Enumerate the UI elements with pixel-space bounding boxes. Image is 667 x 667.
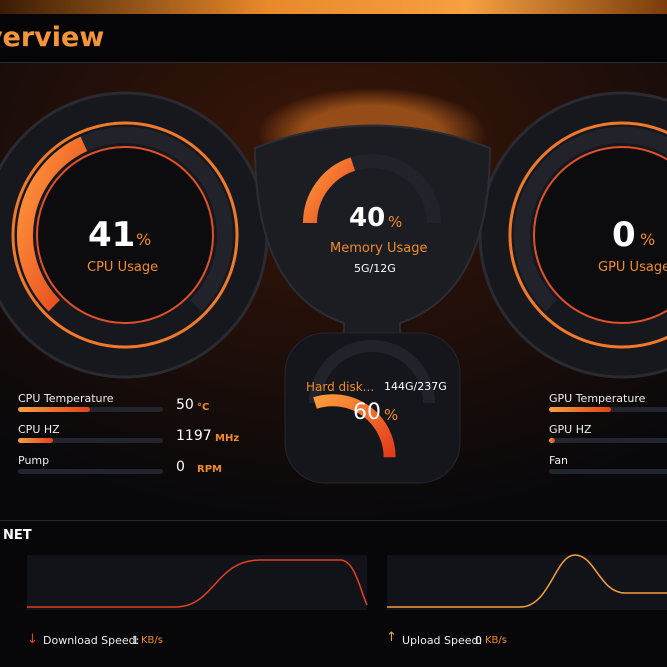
disk-label: Hard disk... <box>306 380 375 394</box>
net-charts <box>27 554 667 610</box>
gauges-panel <box>0 63 667 520</box>
sensor-fill <box>549 407 611 412</box>
sensor-unit: MHz <box>215 433 240 444</box>
disk-unit: % <box>384 406 399 424</box>
sensor-label: Fan <box>549 454 569 467</box>
sensor-label: CPU HZ <box>18 423 60 436</box>
upload-unit: KB/s <box>485 635 507 646</box>
memory-gauge-arc <box>303 157 356 224</box>
sensor-track <box>549 469 667 474</box>
disk-detail: 144G/237G <box>384 380 447 393</box>
download-value: 1 <box>132 634 139 647</box>
sensor-track <box>549 438 667 443</box>
page-title: Overview <box>0 22 105 53</box>
cpu-inner <box>36 146 214 324</box>
download-unit: KB/s <box>141 635 163 646</box>
sensor-fill <box>18 438 53 443</box>
sensor-label: Pump <box>18 454 50 467</box>
sensor-track <box>18 438 163 443</box>
sensor-fill <box>18 407 90 412</box>
divider <box>0 62 667 63</box>
disk-gauge-track <box>309 340 435 404</box>
disk-gauge-arc <box>313 394 396 458</box>
upload-icon: ↑ <box>386 630 397 645</box>
gpu-unit: % <box>640 230 656 249</box>
memory-label: Memory Usage <box>330 241 428 256</box>
gpu-label: GPU Usage <box>598 260 667 275</box>
sensor-value: 0 <box>176 459 185 475</box>
gpu-gauge-track <box>514 127 667 312</box>
upload-curve <box>387 554 667 608</box>
download-icon: ↓ <box>27 632 38 647</box>
upload-chart <box>387 555 667 610</box>
sensor-fill <box>549 438 555 443</box>
sensor-label: GPU Temperature <box>549 392 646 405</box>
download-label: Download Speed: <box>43 634 140 647</box>
gpu-inner <box>533 146 667 324</box>
cpu-label: CPU Usage <box>87 260 159 275</box>
cpu-ring <box>11 121 239 349</box>
disk-value: 60 <box>353 400 381 425</box>
sensor-value: 1197 <box>176 428 212 444</box>
sensor-track <box>18 407 163 412</box>
gpu-ring <box>508 121 667 349</box>
net-title: NET <box>3 528 32 543</box>
memory-unit: % <box>388 213 403 231</box>
gpu-value: 0 <box>612 215 636 255</box>
sensor-unit: °C <box>197 402 210 413</box>
download-curve <box>27 559 368 608</box>
sensor-unit: RPM <box>197 464 222 475</box>
sensor-value: 50 <box>176 397 194 413</box>
sensor-label: CPU Temperature <box>18 392 114 405</box>
memory-value: 40 <box>349 203 386 233</box>
sensor-label: GPU HZ <box>549 423 592 436</box>
upload-label: Upload Speed: <box>402 634 483 647</box>
top-bar <box>0 0 667 14</box>
cpu-gauge-arc <box>17 136 88 312</box>
memory-detail: 5G/12G <box>354 262 396 275</box>
cpu-value: 41 <box>88 215 136 255</box>
download-chart <box>27 555 367 610</box>
upload-value: 0 <box>475 634 482 647</box>
cpu-unit: % <box>136 230 152 249</box>
sensor-track <box>18 469 163 474</box>
